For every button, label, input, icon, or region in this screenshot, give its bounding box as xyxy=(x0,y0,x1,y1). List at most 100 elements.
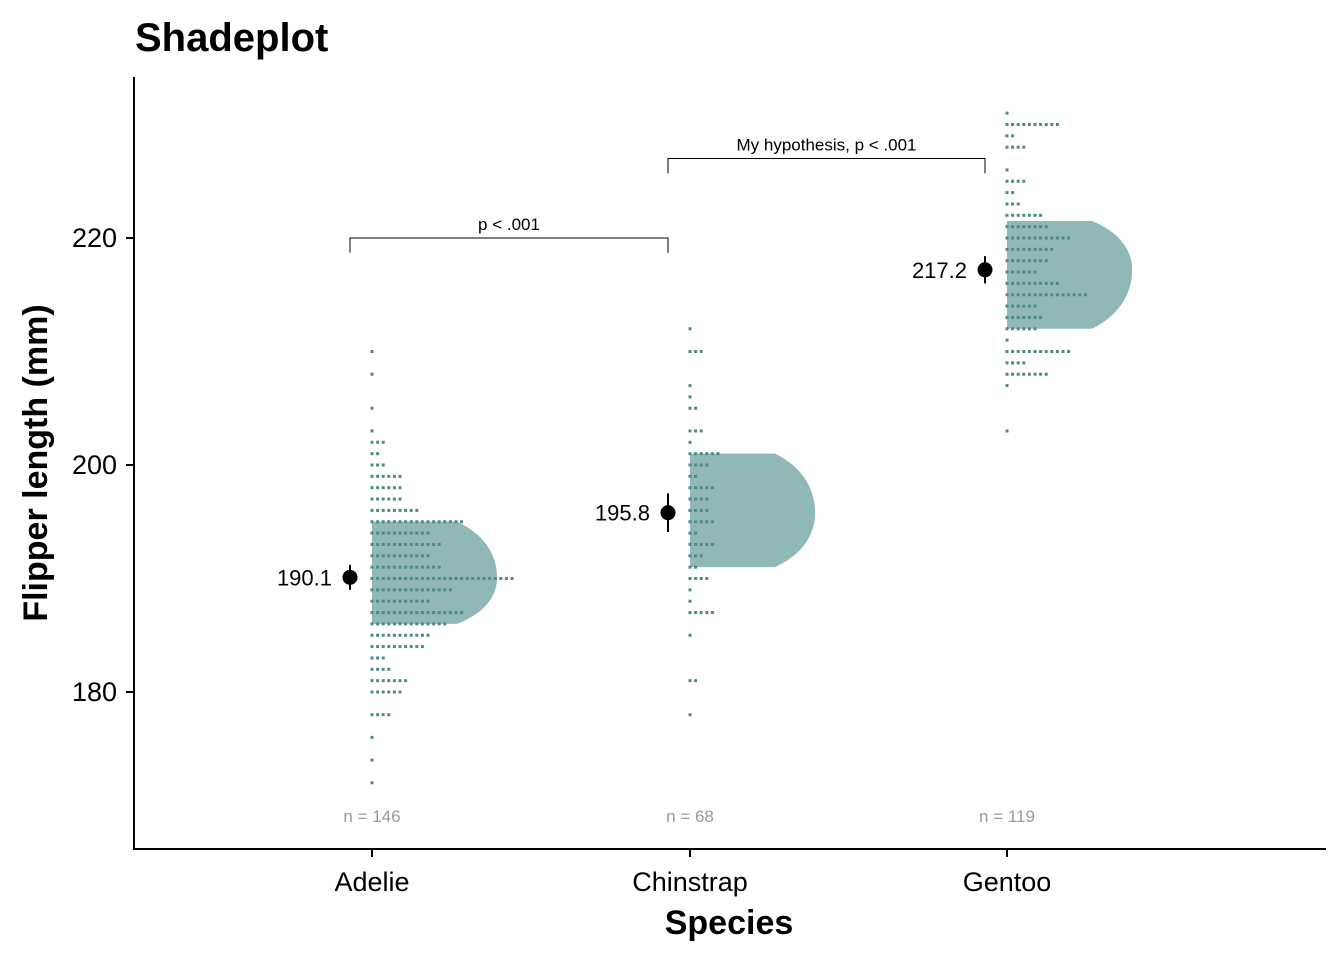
data-point xyxy=(1027,270,1031,274)
data-point xyxy=(454,577,458,580)
data-point xyxy=(432,588,436,592)
data-point xyxy=(420,542,424,546)
data-point xyxy=(1027,247,1031,251)
data-point xyxy=(426,554,430,558)
data-point xyxy=(370,611,374,615)
data-point xyxy=(1011,179,1015,183)
data-point xyxy=(1055,281,1059,285)
data-point xyxy=(448,520,452,524)
data-point xyxy=(1033,213,1037,217)
data-point xyxy=(426,588,430,592)
x-axis-title: Species xyxy=(665,904,794,942)
data-point xyxy=(376,588,380,592)
data-point xyxy=(392,690,396,694)
data-point xyxy=(370,735,374,739)
data-point xyxy=(392,474,396,478)
data-point xyxy=(443,611,447,615)
data-point xyxy=(1055,350,1059,353)
data-point xyxy=(1005,293,1009,297)
data-point xyxy=(381,474,385,478)
data-point xyxy=(699,486,703,490)
data-point xyxy=(404,679,408,683)
data-point xyxy=(370,350,374,353)
data-point xyxy=(392,554,396,558)
data-point xyxy=(398,554,402,558)
data-point xyxy=(1011,145,1015,149)
data-point xyxy=(694,474,698,478)
data-point xyxy=(370,577,374,580)
data-point xyxy=(392,679,396,683)
data-point xyxy=(1011,281,1015,285)
data-point xyxy=(387,679,391,683)
data-point xyxy=(370,463,374,467)
data-point xyxy=(1016,281,1020,285)
data-point xyxy=(370,542,374,546)
bracket-label: p < .001 xyxy=(478,215,540,234)
data-point xyxy=(454,520,458,524)
data-point xyxy=(381,622,385,626)
data-point xyxy=(705,520,709,524)
data-point xyxy=(437,520,441,524)
data-point xyxy=(376,713,380,717)
data-point xyxy=(398,690,402,694)
data-point xyxy=(1061,293,1065,297)
data-point xyxy=(415,508,419,512)
data-point xyxy=(443,622,447,626)
data-point xyxy=(376,622,380,626)
data-point xyxy=(1022,372,1026,376)
data-point xyxy=(1033,350,1037,353)
data-point xyxy=(409,633,413,637)
chart-title: Shadeplot xyxy=(135,16,328,60)
data-point xyxy=(370,497,374,501)
data-point xyxy=(1011,191,1015,195)
data-point xyxy=(1005,338,1009,342)
data-point xyxy=(1044,225,1048,229)
data-point xyxy=(381,486,385,490)
data-point xyxy=(1011,327,1015,331)
data-point xyxy=(1005,361,1009,365)
data-point xyxy=(454,611,458,615)
data-point xyxy=(694,679,698,683)
data-point xyxy=(376,463,380,467)
count-label: n = 119 xyxy=(979,807,1035,826)
data-point xyxy=(387,474,391,478)
data-point xyxy=(404,520,408,524)
data-point xyxy=(1005,429,1009,433)
data-point xyxy=(1005,384,1009,388)
data-point xyxy=(1027,123,1031,126)
data-point xyxy=(1050,247,1054,251)
data-point xyxy=(482,577,486,580)
data-point xyxy=(699,611,703,615)
data-point xyxy=(694,497,698,501)
data-point xyxy=(1011,213,1015,217)
data-point xyxy=(1027,350,1031,353)
data-point xyxy=(370,645,374,649)
data-point xyxy=(510,577,514,580)
data-point xyxy=(1022,213,1026,217)
data-point xyxy=(1033,259,1037,263)
data-point xyxy=(392,622,396,626)
data-point xyxy=(398,497,402,501)
data-point xyxy=(392,542,396,546)
data-point xyxy=(370,565,374,569)
data-point xyxy=(1016,304,1020,308)
data-point xyxy=(1067,236,1071,240)
data-point xyxy=(376,656,380,660)
data-point xyxy=(432,520,436,524)
data-point xyxy=(426,565,430,569)
data-point xyxy=(398,520,402,524)
data-point xyxy=(1005,123,1009,126)
data-point xyxy=(1033,327,1037,331)
data-point xyxy=(420,633,424,637)
data-point xyxy=(1022,327,1026,331)
data-point xyxy=(705,463,709,467)
data-point xyxy=(426,599,430,603)
data-point xyxy=(420,622,424,626)
data-point xyxy=(398,588,402,592)
data-point xyxy=(409,520,413,524)
data-point xyxy=(370,713,374,717)
data-point xyxy=(387,622,391,626)
data-point xyxy=(1016,202,1020,206)
data-point xyxy=(370,588,374,592)
data-point xyxy=(460,577,464,580)
